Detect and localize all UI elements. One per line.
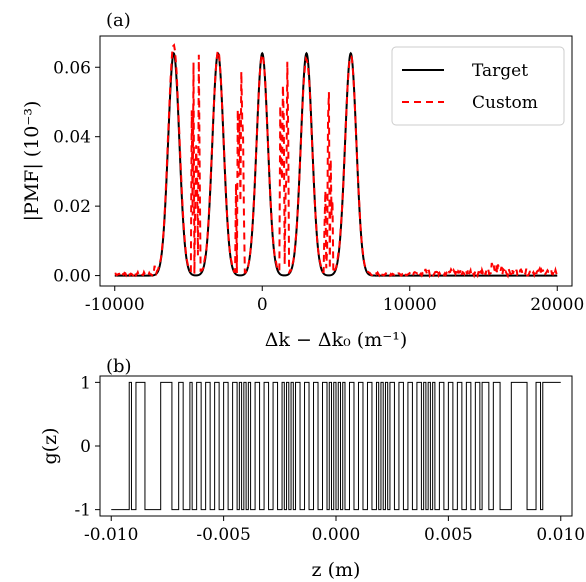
panel-a-ytick-label: 0.02 [53, 197, 91, 217]
panel-b-label: (b) [106, 356, 132, 377]
panel-a-xtick-label: -10000 [85, 295, 145, 315]
panel-b-xtick-label: -0.010 [84, 525, 138, 545]
legend: Target Custom [391, 46, 565, 126]
panel-b-xlabel: z (m) [312, 559, 361, 581]
panel-a-ytick-label: 0.06 [53, 58, 91, 78]
panel-b-ytick-label: -1 [74, 501, 91, 521]
panel-b-frame [99, 375, 573, 517]
panel-a-frame [99, 35, 573, 287]
panel-b-series [111, 381, 561, 511]
panel-b-xtick-label: 0.000 [312, 525, 361, 545]
panel-b-xtick-label: -0.005 [196, 525, 250, 545]
panel-b-gz-chart: (b) -0.010 -0.005 0.000 0.005 0.010 -1 0 1 z (m… [39, 356, 585, 581]
legend-custom-label: Custom [472, 93, 538, 113]
legend-box [391, 46, 565, 126]
legend-target-label: Target [472, 61, 528, 81]
panel-b-ticks: -0.010 -0.005 0.000 0.005 0.010 -1 0 1 [74, 373, 585, 545]
panel-b-ylabel: g(z) [39, 428, 61, 465]
panel-a-ytick-label: 0.04 [53, 128, 91, 148]
panel-a-ylabel: |PMF| (10⁻³) [21, 101, 43, 222]
panel-a-pmf-chart: (a) -10000 0 10000 20000 0.00 0.02 0.04 0.06 Δk… [21, 10, 584, 351]
panel-a-xtick-label: 10000 [383, 295, 437, 315]
panel-a-series [114, 43, 558, 279]
panel-a-xtick-label: 0 [257, 295, 268, 315]
series-gz-step-line [111, 381, 561, 511]
panel-b-ytick-label: 0 [80, 437, 91, 457]
panel-a-xlabel: Δk − Δk₀ (m⁻¹) [265, 329, 408, 351]
panel-a-ticks: -10000 0 10000 20000 0.00 0.02 0.04 0.06 [53, 58, 584, 315]
panel-b-ytick-label: 1 [80, 373, 91, 393]
panel-b-xtick-label: 0.005 [424, 525, 473, 545]
panel-a-xtick-label: 20000 [530, 295, 584, 315]
panel-a-label: (a) [106, 10, 131, 31]
panel-a-ytick-label: 0.00 [53, 267, 91, 287]
series-custom-line [114, 43, 558, 279]
panel-b-xtick-label: 0.010 [536, 525, 585, 545]
